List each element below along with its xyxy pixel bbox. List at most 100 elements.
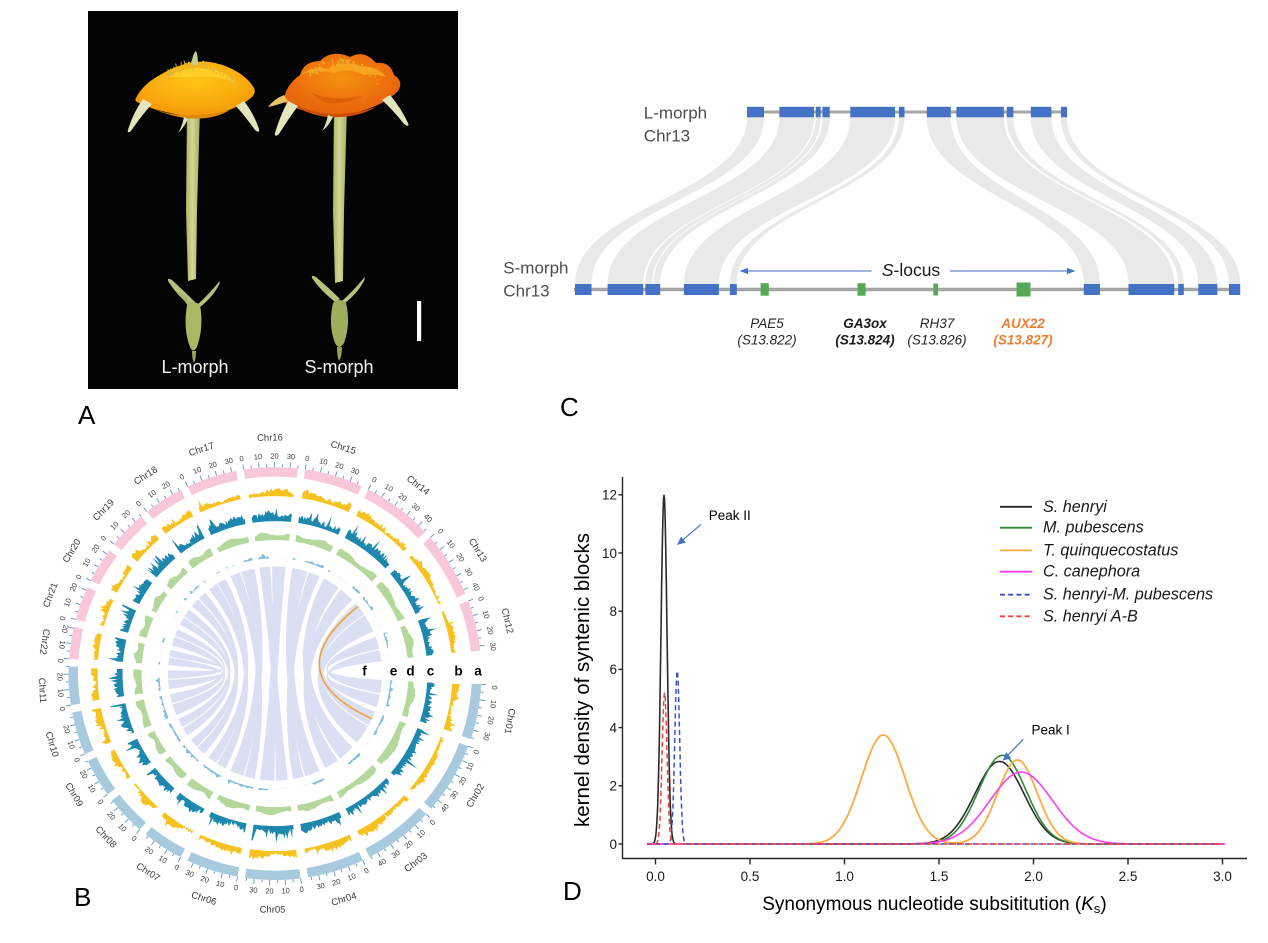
svg-text:Chr08: Chr08 [93, 824, 119, 850]
svg-text:kernel density of syntenic blo: kernel density of syntenic blocks [571, 533, 594, 827]
svg-text:S-locus: S-locus [882, 260, 941, 280]
svg-text:20: 20 [207, 460, 218, 471]
svg-text:Chr13: Chr13 [466, 536, 489, 564]
svg-text:20: 20 [60, 624, 71, 634]
svg-text:Chr21: Chr21 [41, 581, 60, 609]
svg-text:Chr16: Chr16 [257, 432, 283, 444]
svg-text:1.0: 1.0 [835, 869, 854, 884]
svg-text:S-morph: S-morph [503, 259, 568, 278]
svg-text:AUX22: AUX22 [1000, 316, 1045, 331]
svg-text:Chr03: Chr03 [402, 851, 429, 875]
svg-text:L-morph: L-morph [644, 104, 707, 123]
svg-text:10: 10 [215, 879, 225, 890]
svg-text:20: 20 [120, 508, 132, 520]
svg-text:30: 30 [390, 848, 402, 860]
svg-text:Chr18: Chr18 [132, 464, 160, 487]
svg-text:0: 0 [74, 573, 84, 581]
svg-text:S. henryi A-B: S. henryi A-B [1043, 607, 1138, 625]
svg-text:0: 0 [609, 837, 617, 852]
svg-text:Chr11: Chr11 [36, 678, 48, 704]
svg-text:20: 20 [61, 724, 72, 734]
svg-text:20: 20 [199, 874, 210, 885]
svg-text:0: 0 [173, 862, 181, 872]
svg-text:20: 20 [397, 491, 409, 503]
svg-text:8: 8 [609, 604, 617, 619]
svg-text:30: 30 [316, 881, 326, 892]
svg-text:2: 2 [609, 779, 617, 794]
svg-text:Chr02: Chr02 [464, 782, 487, 810]
svg-text:40: 40 [376, 857, 388, 869]
svg-text:30: 30 [488, 642, 498, 651]
svg-text:e: e [390, 663, 398, 678]
svg-text:0: 0 [428, 818, 437, 827]
svg-text:0.5: 0.5 [741, 869, 760, 884]
svg-text:20: 20 [265, 886, 274, 895]
svg-text:20: 20 [457, 775, 469, 787]
svg-text:Chr09: Chr09 [62, 781, 85, 809]
svg-text:RH37: RH37 [920, 316, 955, 331]
svg-text:M. pubescens: M. pubescens [1043, 519, 1144, 537]
svg-text:Chr17: Chr17 [188, 441, 216, 459]
svg-text:30: 30 [410, 501, 422, 513]
svg-text:20: 20 [485, 625, 496, 635]
svg-text:S. henryi-M. pubescens: S. henryi-M. pubescens [1043, 586, 1213, 604]
svg-text:Peak I: Peak I [1031, 722, 1069, 737]
svg-text:10: 10 [62, 597, 73, 608]
svg-text:Chr07: Chr07 [134, 861, 162, 884]
svg-text:PAE5: PAE5 [750, 316, 784, 331]
svg-text:Chr22: Chr22 [37, 628, 52, 655]
svg-text:12: 12 [602, 488, 617, 503]
svg-text:0.0: 0.0 [646, 869, 665, 884]
svg-text:10: 10 [157, 853, 169, 865]
svg-text:10: 10 [383, 482, 395, 494]
svg-text:0: 0 [363, 866, 371, 876]
svg-text:f: f [362, 663, 367, 678]
svg-text:20: 20 [143, 844, 155, 856]
svg-text:20: 20 [403, 838, 415, 850]
svg-text:10: 10 [254, 452, 263, 462]
svg-text:30: 30 [184, 868, 195, 880]
svg-text:10: 10 [481, 609, 492, 620]
svg-text:Chr13: Chr13 [503, 282, 549, 301]
svg-text:10: 10 [146, 488, 158, 500]
svg-text:10: 10 [464, 761, 476, 772]
svg-text:20: 20 [90, 543, 102, 555]
svg-text:GA3ox: GA3ox [843, 316, 887, 331]
svg-text:0: 0 [471, 748, 481, 755]
svg-text:0: 0 [130, 834, 139, 844]
svg-text:30: 30 [249, 885, 258, 895]
svg-text:Chr13: Chr13 [644, 127, 690, 146]
svg-text:10: 10 [57, 640, 67, 650]
svg-text:10: 10 [66, 739, 77, 750]
svg-text:0: 0 [371, 475, 379, 485]
svg-text:30: 30 [349, 465, 360, 476]
svg-text:4: 4 [609, 720, 617, 735]
svg-text:30: 30 [224, 456, 234, 467]
svg-text:20: 20 [454, 552, 466, 564]
svg-text:0: 0 [299, 885, 304, 894]
svg-text:T. quinquecostatus: T. quinquecostatus [1043, 541, 1178, 559]
svg-text:40: 40 [422, 512, 434, 524]
svg-text:0: 0 [72, 756, 82, 763]
svg-text:0: 0 [476, 595, 486, 602]
svg-text:0: 0 [178, 472, 186, 482]
svg-text:Chr05: Chr05 [260, 904, 286, 915]
svg-text:(S13.827): (S13.827) [993, 333, 1053, 348]
svg-text:0: 0 [436, 527, 446, 536]
svg-text:c: c [427, 663, 435, 678]
svg-text:10: 10 [318, 456, 328, 467]
svg-text:20: 20 [55, 673, 64, 681]
svg-text:0: 0 [305, 454, 310, 464]
svg-text:10: 10 [281, 886, 290, 895]
svg-text:a: a [474, 663, 482, 678]
svg-text:Chr01: Chr01 [502, 707, 518, 734]
svg-text:L-morph: L-morph [161, 357, 228, 377]
svg-text:20: 20 [270, 452, 278, 461]
svg-text:30: 30 [286, 452, 295, 462]
svg-text:10: 10 [86, 782, 98, 794]
svg-text:Chr06: Chr06 [190, 890, 218, 908]
svg-text:3.0: 3.0 [1213, 869, 1232, 884]
svg-text:0: 0 [490, 685, 499, 690]
svg-text:S. henryi: S. henryi [1043, 498, 1107, 516]
svg-text:0: 0 [233, 883, 239, 893]
